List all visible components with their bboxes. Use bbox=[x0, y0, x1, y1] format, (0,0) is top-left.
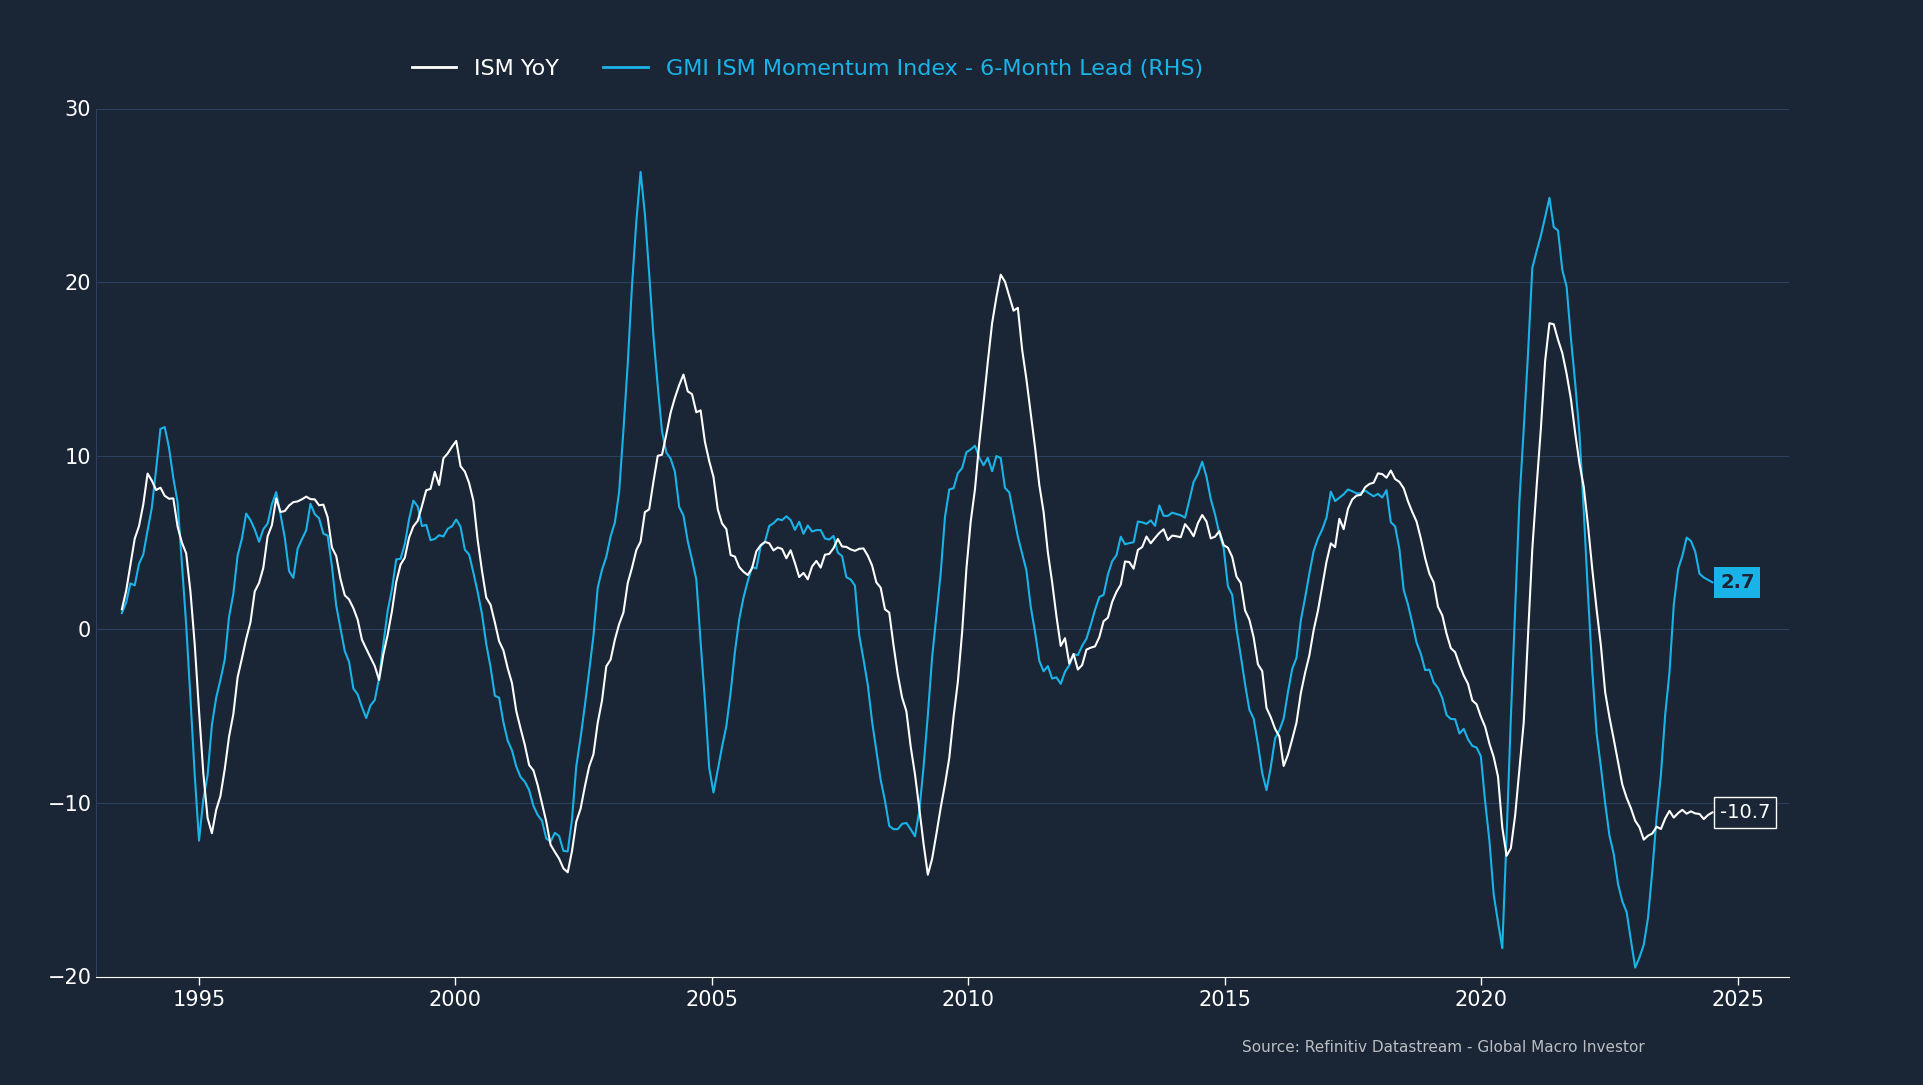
Text: Source: Refinitiv Datastream - Global Macro Investor: Source: Refinitiv Datastream - Global Ma… bbox=[1240, 1041, 1644, 1056]
Text: -10.7: -10.7 bbox=[1719, 803, 1769, 822]
Text: 2.7: 2.7 bbox=[1719, 573, 1754, 591]
Legend: ISM YoY, GMI ISM Momentum Index - 6-Month Lead (RHS): ISM YoY, GMI ISM Momentum Index - 6-Mont… bbox=[402, 50, 1211, 88]
